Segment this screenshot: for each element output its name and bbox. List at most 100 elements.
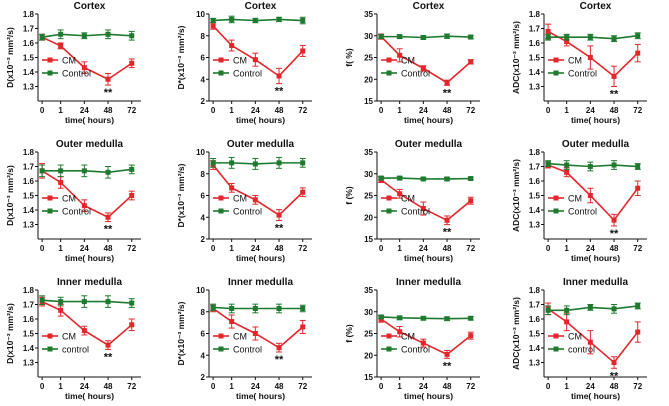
x-tick-label: 0 (40, 382, 45, 391)
legend-marker (218, 195, 224, 201)
data-point (611, 36, 617, 42)
significance-marker: ** (275, 223, 284, 235)
data-point (210, 23, 216, 29)
significance-marker: ** (104, 224, 113, 236)
y-axis-label: f (%) (344, 186, 354, 205)
data-point (444, 217, 450, 223)
x-tick-label: 0 (211, 244, 216, 253)
data-point (444, 316, 450, 322)
legend-label: CM (62, 56, 76, 66)
legend-label: CM (233, 332, 247, 342)
x-axis-label: time( hours) (236, 253, 285, 263)
y-axis-label: D(x10⁻³ mm²/s) (5, 165, 15, 226)
legend-label: control (62, 345, 89, 355)
panel-title: Inner medulla (228, 277, 293, 288)
series-cm (210, 304, 306, 353)
significance-marker: ** (104, 351, 113, 363)
y-tick-label: 1.3 (529, 83, 541, 92)
panel-4: Cortex 1.3 1.4 1.5 1.6 1.7 1.8 0 1 24 48 72 time( ho… (511, 1, 647, 125)
y-tick-label: 4 (201, 75, 206, 84)
data-point (300, 305, 306, 311)
data-point (420, 206, 426, 212)
y-tick-label: 1.4 (23, 68, 35, 77)
data-point (564, 319, 570, 325)
data-point (468, 176, 474, 182)
x-tick-label: 48 (104, 382, 113, 391)
y-tick-label: 15 (364, 97, 373, 106)
x-tick-label: 72 (466, 382, 475, 391)
legend-entry-control: control (548, 345, 595, 355)
series-control (39, 295, 135, 308)
data-point (635, 185, 641, 191)
y-tick-label: 1.5 (23, 192, 35, 201)
panel-title: Outer medulla (395, 139, 463, 150)
data-point (229, 16, 235, 22)
legend-marker (386, 333, 392, 339)
legend-label: control (568, 345, 595, 355)
significance-marker: ** (443, 87, 452, 99)
panel-11: Inner medulla 15 20 25 30 35 0 1 24 48 72 time( hou… (344, 277, 480, 401)
series-line (213, 162, 303, 165)
legend-entry-cm: CM (548, 56, 582, 66)
data-point (252, 57, 258, 63)
data-point (276, 212, 282, 218)
data-point (545, 161, 551, 167)
data-point (58, 299, 64, 305)
x-tick-label: 48 (443, 106, 452, 115)
data-point (611, 360, 617, 365)
data-point (397, 315, 403, 321)
legend-label: CM (401, 332, 415, 342)
x-tick-label: 72 (298, 244, 307, 253)
data-point (300, 18, 306, 24)
data-point (564, 34, 570, 40)
x-axis-label: time( hours) (65, 115, 114, 125)
legend-label: CM (568, 194, 582, 204)
x-tick-label: 72 (466, 106, 475, 115)
data-point (300, 324, 306, 330)
data-point (276, 345, 282, 351)
series-line (213, 18, 303, 22)
y-tick-label: 35 (364, 10, 373, 19)
y-tick-label: 1.5 (23, 54, 35, 63)
data-point (397, 175, 403, 181)
legend-entry-cm: CM (381, 194, 415, 204)
legend-entry-cm: CM (381, 56, 415, 66)
x-axis-label: time( hours) (571, 115, 620, 125)
y-tick-label: 6 (201, 330, 206, 339)
series-cm (39, 33, 135, 86)
data-point (564, 169, 570, 175)
significance-marker: ** (275, 354, 284, 366)
legend-entry-cm: CM (213, 194, 247, 204)
data-point (587, 193, 593, 198)
legend-marker (218, 208, 224, 214)
data-point (105, 214, 111, 220)
series-line (548, 162, 638, 168)
y-tick-label: 6 (201, 54, 206, 63)
legend-entry-control: Control (42, 207, 91, 217)
y-tick-label: 4 (201, 213, 206, 222)
data-point (378, 175, 384, 181)
x-tick-label: 0 (379, 244, 384, 253)
data-point (252, 331, 258, 336)
significance-marker: ** (610, 228, 619, 240)
legend-marker (47, 208, 53, 214)
x-tick-label: 24 (251, 106, 260, 115)
y-tick-label: 8 (201, 308, 206, 317)
y-tick-label: 1.5 (23, 330, 35, 339)
y-tick-label: 1.8 (529, 286, 541, 295)
legend-entry-control: Control (381, 69, 430, 79)
x-tick-label: 48 (610, 244, 619, 253)
legend-marker (386, 208, 392, 214)
panel-12: Inner medulla 1.3 1.4 1.5 1.6 1.7 1.8 0 1 24 48 72 t… (511, 277, 647, 401)
legend-marker (47, 195, 53, 201)
y-tick-label: 1.7 (23, 25, 35, 34)
x-tick-label: 24 (80, 244, 89, 253)
x-tick-label: 1 (229, 244, 234, 253)
data-point (105, 299, 111, 305)
significance-marker: ** (610, 89, 619, 101)
data-point (229, 319, 235, 325)
data-point (229, 185, 235, 191)
data-point (611, 306, 617, 312)
data-point (252, 18, 258, 24)
